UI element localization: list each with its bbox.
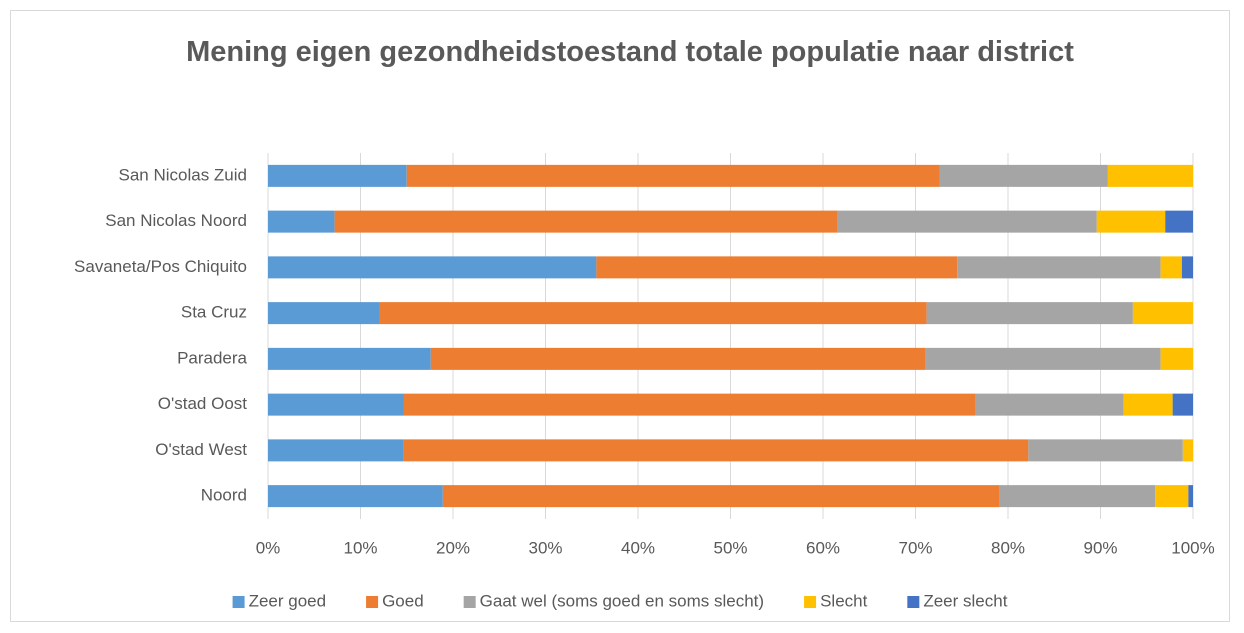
y-tick-label: O'stad Oost <box>158 394 248 413</box>
legend-swatch <box>804 596 817 608</box>
bar-segment <box>403 439 1029 462</box>
x-tick-label: 80% <box>991 538 1025 557</box>
x-tick-label: 50% <box>713 538 747 557</box>
y-tick-label: Savaneta/Pos Chiquito <box>74 257 247 276</box>
bar-segment <box>268 302 379 325</box>
bar-segment <box>1028 439 1183 462</box>
x-tick-label: 100% <box>1171 538 1214 557</box>
bar-segment <box>1172 393 1193 416</box>
bar-segment <box>268 485 443 508</box>
bar-segment <box>999 485 1156 508</box>
bar-segment <box>406 164 940 187</box>
x-tick-label: 10% <box>343 538 377 557</box>
bar-segment <box>1160 347 1193 370</box>
legend-label: Zeer goed <box>249 591 327 610</box>
bar-segment <box>403 393 976 416</box>
x-tick-label: 90% <box>1083 538 1117 557</box>
x-tick-label: 40% <box>621 538 655 557</box>
bar-segment <box>957 256 1161 279</box>
bar-segment <box>442 485 1000 508</box>
bar-segment <box>925 347 1161 370</box>
legend-swatch <box>907 596 920 608</box>
bar-segment <box>430 347 926 370</box>
x-tick-label: 70% <box>898 538 932 557</box>
bar-segment <box>837 210 1097 233</box>
legend-swatch <box>232 596 245 608</box>
y-tick-label: Paradera <box>177 348 247 367</box>
legend-label: Gaat wel (soms goed en soms slecht) <box>480 591 764 610</box>
bar-segment <box>1096 210 1166 233</box>
bar-segment <box>1188 485 1193 508</box>
bar-segment <box>379 302 927 325</box>
bar-segment <box>1123 393 1173 416</box>
bar-segment <box>268 439 404 462</box>
x-tick-label: 20% <box>436 538 470 557</box>
bar-segment <box>1107 164 1193 187</box>
bar-segment <box>975 393 1124 416</box>
bar-segment <box>939 164 1108 187</box>
x-tick-label: 0% <box>256 538 281 557</box>
legend-swatch <box>366 596 379 608</box>
legend-label: Slecht <box>820 591 868 610</box>
bar-segment <box>268 164 407 187</box>
legend-label: Zeer slecht <box>923 591 1007 610</box>
legend-swatch <box>463 596 476 608</box>
y-tick-label: San Nicolas Noord <box>105 211 247 230</box>
bar-segment <box>1155 485 1189 508</box>
x-tick-label: 60% <box>806 538 840 557</box>
chart-title: Mening eigen gezondheidstoestand totale … <box>186 36 1074 68</box>
bar-segment <box>334 210 838 233</box>
bar-segment <box>268 393 404 416</box>
bar-segment <box>1132 302 1193 325</box>
bar-segment <box>1181 256 1193 279</box>
bar-segment <box>268 210 335 233</box>
y-tick-label: San Nicolas Zuid <box>118 165 247 184</box>
y-tick-label: Sta Cruz <box>181 303 247 322</box>
y-tick-label: O'stad West <box>155 440 247 459</box>
bar-segment <box>1160 256 1182 279</box>
y-tick-label: Noord <box>201 486 247 505</box>
bar-segment <box>596 256 958 279</box>
bar-segment <box>1182 439 1193 462</box>
bar-segment <box>268 256 597 279</box>
bar-segment <box>1165 210 1193 233</box>
legend-label: Goed <box>382 591 424 610</box>
chart-frame <box>10 10 1230 622</box>
bar-segment <box>926 302 1133 325</box>
bar-segment <box>268 347 431 370</box>
x-tick-label: 30% <box>528 538 562 557</box>
